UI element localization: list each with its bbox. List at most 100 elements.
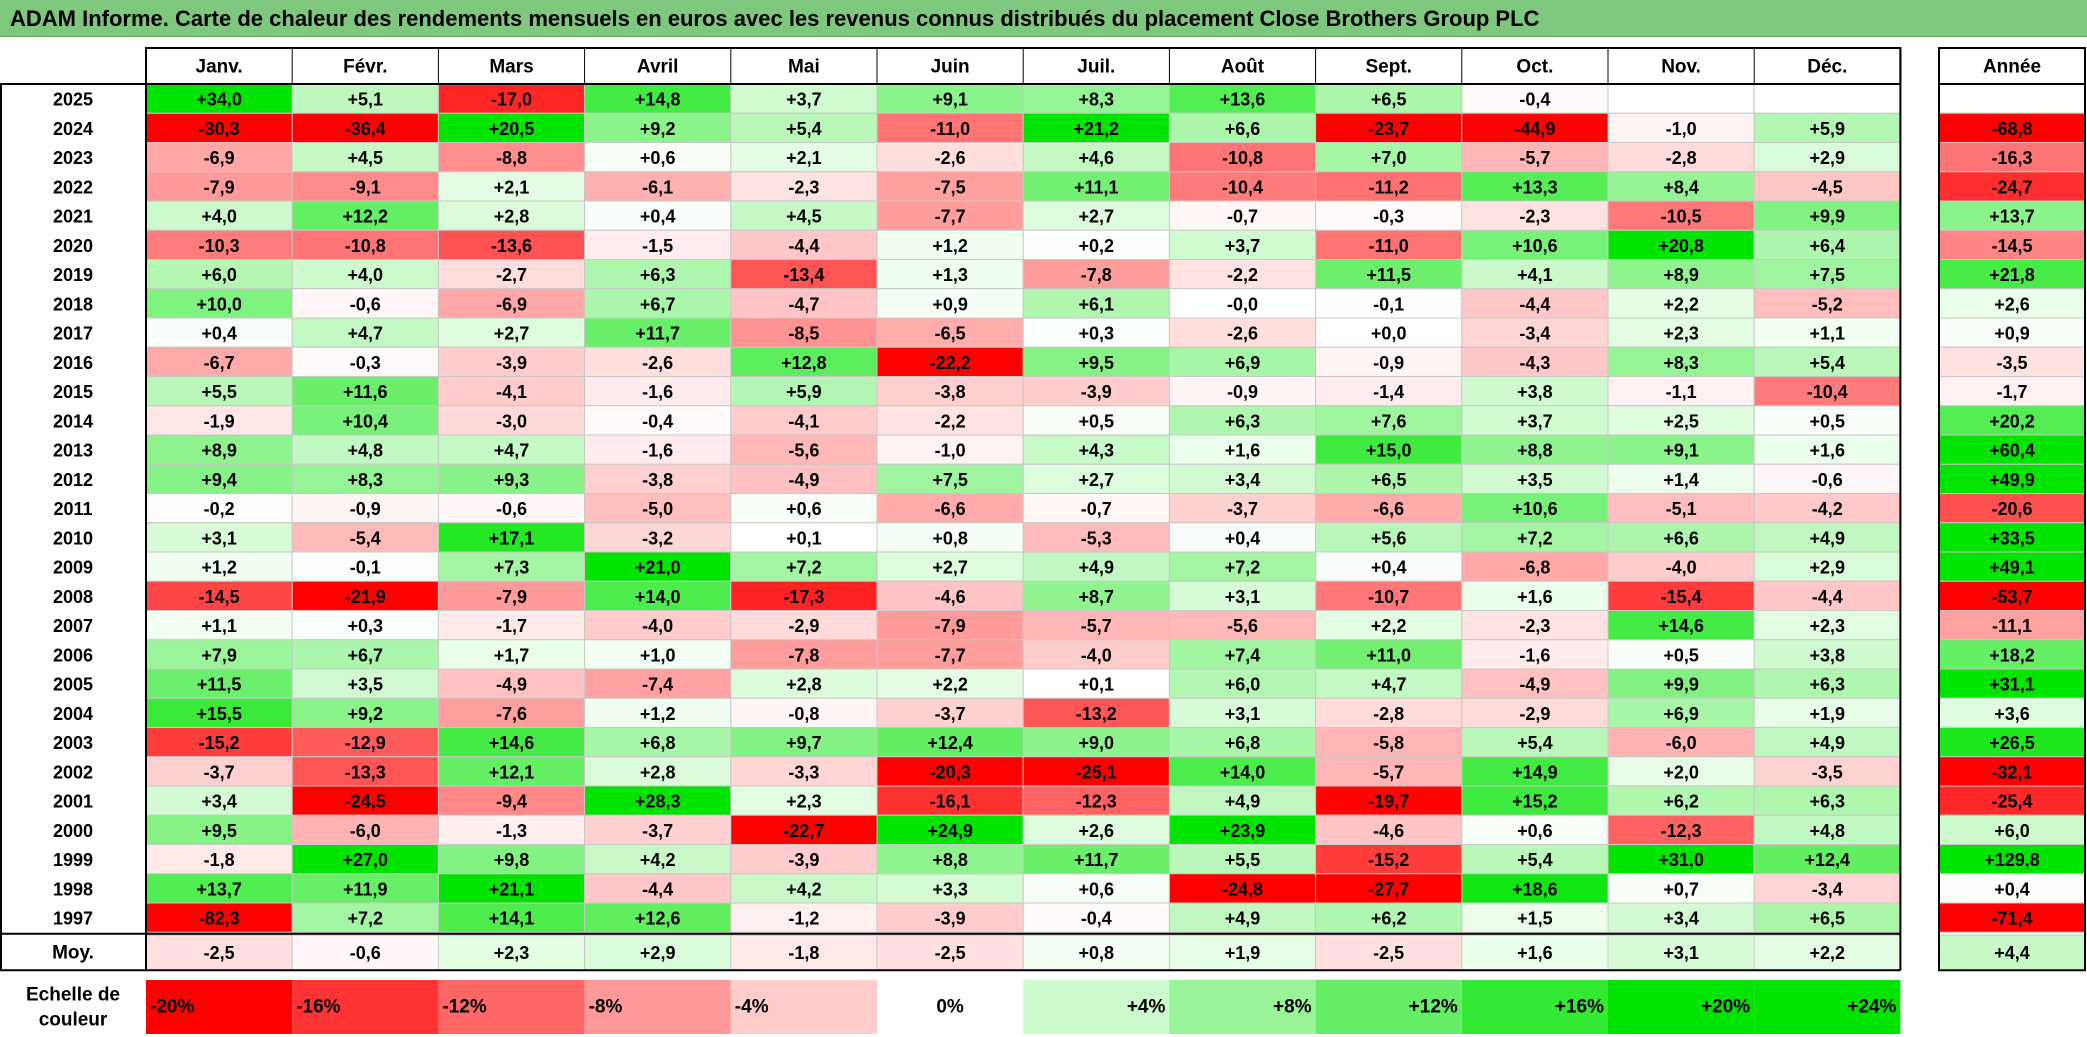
cell-value-2023-3: -8,8	[496, 148, 527, 168]
cell-value-2011-1: -0,2	[204, 499, 235, 519]
cell-value-2009-7: +4,9	[1079, 558, 1115, 578]
cell-value-2016-9: -0,9	[1373, 353, 1404, 373]
cell-value-2001-6: -16,1	[930, 792, 971, 812]
chart-title: ADAM Informe. Carte de chaleur des rende…	[10, 6, 1540, 31]
cell-value-2021-5: +4,5	[786, 207, 822, 227]
cell-value-2001-10: +15,2	[1512, 792, 1558, 812]
year-label-1999: 1999	[53, 850, 93, 870]
cell-value-2020-6: +1,2	[932, 236, 968, 256]
cell-value-1997-7: -0,4	[1081, 909, 1112, 929]
cell-2008-11	[1607, 580, 1755, 611]
cell-2016-12	[1753, 346, 1901, 377]
cell-1998-10	[1461, 873, 1609, 904]
cell-value-1999-12: +12,4	[1805, 850, 1851, 870]
cell-value-2024-7: +21,2	[1074, 119, 1120, 139]
cell-value-2001-2: -24,5	[345, 792, 386, 812]
cell-value-2022-7: +11,1	[1074, 177, 1119, 197]
cell-value-2020-4: -1,5	[642, 236, 673, 256]
annual-value-2001: -25,4	[1991, 792, 2032, 812]
cell-2024-1	[145, 112, 293, 143]
cell-1999-12	[1753, 844, 1901, 875]
scale-swatch-6	[877, 980, 1024, 1034]
cell-1999-8	[1168, 844, 1317, 875]
scale-swatch-3	[438, 980, 585, 1034]
year-label-2016: 2016	[53, 353, 93, 373]
cell-value-2015-12: -10,4	[1807, 382, 1848, 402]
cell-2021-3	[437, 200, 586, 231]
cell-value-2005-12: +6,3	[1810, 675, 1846, 695]
cell-value-2005-11: +9,9	[1663, 675, 1699, 695]
average-cell-12	[1753, 934, 1901, 971]
cell-value-2022-12: -4,5	[1812, 177, 1843, 197]
annual-cell-2011	[1938, 493, 2086, 524]
scale-label-line2: couleur	[39, 1010, 108, 1031]
cell-value-2003-2: -12,9	[345, 733, 386, 753]
cell-2018-11	[1607, 288, 1755, 319]
cell-value-2014-4: -0,4	[642, 411, 673, 431]
cell-value-2014-2: +10,4	[343, 411, 389, 431]
year-label-2018: 2018	[53, 294, 93, 314]
cell-value-2016-8: +6,9	[1225, 353, 1261, 373]
cell-value-2012-2: +8,3	[348, 470, 384, 490]
cell-2020-12	[1753, 229, 1901, 260]
heatmap-labels: Janv. Févr. Mars Avril Mai Juin Juil. Août Sept.…	[26, 57, 2041, 1031]
cell-value-2002-2: -13,3	[345, 762, 386, 782]
cell-value-2002-5: -3,3	[788, 762, 819, 782]
cell-2020-3	[437, 229, 586, 260]
cell-1997-6	[876, 902, 1024, 933]
year-label-2005: 2005	[53, 675, 93, 695]
cell-value-2024-4: +9,2	[640, 119, 676, 139]
cell-value-2017-12: +1,1	[1810, 324, 1846, 344]
cell-value-2021-3: +2,8	[494, 207, 530, 227]
cell-value-2002-8: +14,0	[1220, 762, 1266, 782]
cell-value-2023-2: +4,5	[348, 148, 384, 168]
year-label-2000: 2000	[53, 821, 93, 841]
cell-value-1997-3: +14,1	[489, 909, 535, 929]
cell-value-2023-1: -6,9	[204, 148, 235, 168]
cell-value-2016-6: -22,2	[930, 353, 971, 373]
cell-2022-3	[437, 171, 586, 202]
cell-2007-10	[1461, 610, 1609, 641]
cell-2015-2	[291, 376, 439, 407]
cell-value-2024-1: -30,3	[199, 119, 240, 139]
cell-2023-6	[876, 142, 1024, 173]
cell-value-2012-10: +3,5	[1517, 470, 1553, 490]
cell-value-2004-8: +3,1	[1225, 704, 1261, 724]
cell-2018-2	[291, 288, 439, 319]
cell-2022-11	[1607, 171, 1755, 202]
cell-2024-4	[584, 112, 732, 143]
cell-2023-7	[1022, 142, 1170, 173]
cell-value-2001-1: +3,4	[201, 792, 237, 812]
cell-value-2018-6: +0,9	[932, 294, 968, 314]
cell-value-2021-2: +12,2	[343, 207, 389, 227]
cell-value-2007-9: +2,2	[1371, 616, 1407, 636]
scale-swatch-7	[1023, 980, 1170, 1034]
cell-value-1998-1: +13,7	[196, 879, 242, 899]
average-value-7: +0,8	[1079, 943, 1115, 963]
cell-2002-4	[584, 756, 732, 787]
annual-value-2000: +6,0	[1994, 821, 2030, 841]
cell-2007-11	[1607, 610, 1755, 641]
cell-2001-8	[1168, 785, 1317, 816]
cell-value-2024-3: +20,5	[489, 119, 535, 139]
cell-value-2005-3: -4,9	[496, 675, 527, 695]
year-label-2007: 2007	[53, 616, 93, 636]
cell-value-2008-8: +3,1	[1225, 587, 1261, 607]
scale-label-8: +8%	[1273, 997, 1312, 1018]
cell-value-2014-5: -4,1	[788, 411, 819, 431]
cell-value-2003-10: +5,4	[1517, 733, 1553, 753]
cell-value-2014-11: +2,5	[1663, 411, 1699, 431]
cell-value-2018-2: -0,6	[350, 294, 381, 314]
cell-2021-1	[145, 200, 293, 231]
cell-1997-2	[291, 902, 439, 933]
cell-2020-6	[876, 229, 1024, 260]
cell-2023-3	[437, 142, 586, 173]
cell-2011-5	[730, 493, 878, 524]
month-header-10: Oct.	[1516, 57, 1553, 78]
cell-value-2005-7: +0,1	[1079, 675, 1115, 695]
cell-2004-1	[145, 697, 293, 728]
cell-value-2013-5: -5,6	[788, 441, 819, 461]
cell-value-2024-10: -44,9	[1514, 119, 1555, 139]
cell-value-2019-6: +1,3	[932, 265, 968, 285]
cell-value-2013-6: -1,0	[935, 441, 966, 461]
